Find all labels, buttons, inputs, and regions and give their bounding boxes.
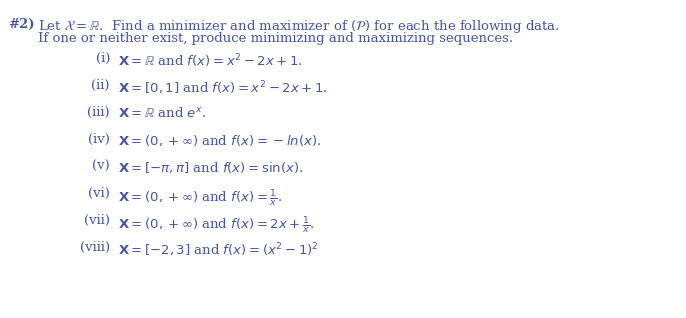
Text: $\mathbf{X} = [-2, 3]$ and $f(x) = (x^2 - 1)^2$: $\mathbf{X} = [-2, 3]$ and $f(x) = (x^2 …: [118, 241, 319, 259]
Text: #2): #2): [8, 18, 34, 31]
Text: $\mathbf{X} = (0, +\infty)$ and $f(x) = -ln(x)$.: $\mathbf{X} = (0, +\infty)$ and $f(x) = …: [118, 133, 321, 148]
Text: $\mathbf{X} = (0, +\infty)$: $\mathbf{X} = (0, +\infty)$: [0, 317, 1, 318]
Text: $\mathbf{X} = [0, 1]$ and $f(x) = x^2 - 2x + 1$.: $\mathbf{X} = [0, 1]$ and $f(x) = x^2 - …: [118, 79, 328, 97]
Text: (ii): (ii): [91, 79, 110, 92]
Text: $\mathbf{X} = \mathbb{R}$ and $e^x$.: $\mathbf{X} = \mathbb{R}$ and $e^x$.: [118, 106, 206, 120]
Text: $\mathbf{X} = \mathbb{R}$: $\mathbf{X} = \mathbb{R}$: [0, 317, 1, 318]
Text: (iv): (iv): [88, 133, 110, 146]
Text: (v): (v): [92, 160, 110, 173]
Text: (iii): (iii): [87, 106, 110, 119]
Text: $\mathbf{X} = (0, +\infty)$ and $f(x) = \frac{1}{x}$.: $\mathbf{X} = (0, +\infty)$ and $f(x) = …: [118, 187, 283, 208]
Text: $\mathbf{X} = [-2, 3]$: $\mathbf{X} = [-2, 3]$: [0, 317, 1, 318]
Text: $\mathbf{X} = \mathbb{R}$ and $f(x) = x^2 - 2x + 1$.: $\mathbf{X} = \mathbb{R}$ and $f(x) = x^…: [118, 52, 303, 70]
Text: (viii): (viii): [80, 241, 110, 254]
Text: (i): (i): [95, 52, 110, 65]
Text: $\mathbf{X} = (0, +\infty)$ and $f(x) = -ln(x)$.: $\mathbf{X} = (0, +\infty)$ and $f(x) = …: [118, 133, 321, 148]
Text: (vii): (vii): [84, 214, 110, 227]
Text: $\mathbf{X} = \mathbb{R}$ and $f(x) = x^2 - 2x + 1$.: $\mathbf{X} = \mathbb{R}$ and $f(x) = x^…: [118, 52, 303, 70]
Text: $\mathbf{X} = [-\pi, \pi]$: $\mathbf{X} = [-\pi, \pi]$: [0, 317, 1, 318]
Text: (vi): (vi): [88, 187, 110, 200]
Text: $\mathbf{X} = (0, +\infty)$: $\mathbf{X} = (0, +\infty)$: [0, 317, 1, 318]
Text: $\mathbf{X} = [-\pi, \pi]$ and $f(x) = \sin(x)$.: $\mathbf{X} = [-\pi, \pi]$ and $f(x) = \…: [118, 160, 303, 175]
Text: $\mathbf{X} = [0, 1]$: $\mathbf{X} = [0, 1]$: [0, 317, 1, 318]
Text: $\mathbf{X} = [-2, 3]$ and $f(x) = (x^2 - 1)^2$: $\mathbf{X} = [-2, 3]$ and $f(x) = (x^2 …: [118, 241, 319, 259]
Text: $\mathbf{X} = [0, 1]$ and $f(x) = x^2 - 2x + 1$.: $\mathbf{X} = [0, 1]$ and $f(x) = x^2 - …: [118, 79, 328, 97]
Text: $\mathbf{X} = (0, +\infty)$ and $f(x) = 2x + \frac{1}{x}$.: $\mathbf{X} = (0, +\infty)$ and $f(x) = …: [118, 214, 315, 235]
Text: $\mathbf{X} = [-\pi, \pi]$ and $f(x) = \sin(x)$.: $\mathbf{X} = [-\pi, \pi]$ and $f(x) = \…: [118, 160, 303, 175]
Text: $\mathbf{X} = (0, +\infty)$ and $f(x) = 2x + \frac{1}{x}$.: $\mathbf{X} = (0, +\infty)$ and $f(x) = …: [118, 214, 315, 235]
Text: $\mathbf{X} = (0, +\infty)$ and $f(x) = \frac{1}{x}$.: $\mathbf{X} = (0, +\infty)$ and $f(x) = …: [118, 187, 283, 208]
Text: $\mathbf{X} = \mathbb{R}$ and $e^x$.: $\mathbf{X} = \mathbb{R}$ and $e^x$.: [118, 106, 206, 120]
Text: If one or neither exist, produce minimizing and maximizing sequences.: If one or neither exist, produce minimiz…: [38, 32, 513, 45]
Text: $\mathbf{X} = \mathbb{R}$: $\mathbf{X} = \mathbb{R}$: [0, 317, 1, 318]
Text: $\mathbf{X} = (0, +\infty)$: $\mathbf{X} = (0, +\infty)$: [0, 317, 1, 318]
Text: Let $\mathcal{X} = \mathbb{R}$.  Find a minimizer and maximizer of $(\mathcal{P}: Let $\mathcal{X} = \mathbb{R}$. Find a m…: [38, 18, 560, 35]
